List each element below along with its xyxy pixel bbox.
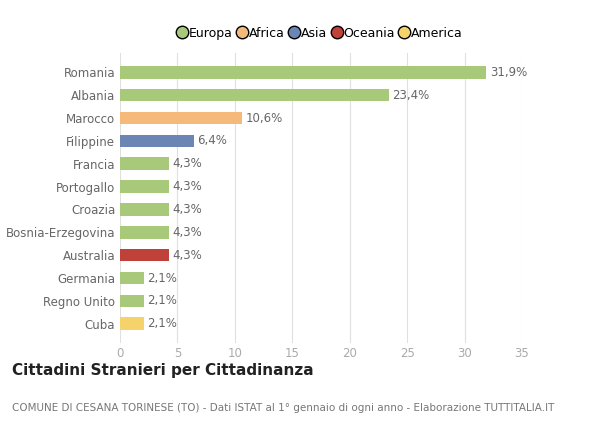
Text: 2,1%: 2,1% — [148, 317, 178, 330]
Bar — [120, 89, 389, 102]
Bar — [120, 249, 169, 261]
Bar — [120, 294, 144, 307]
Bar — [120, 203, 169, 216]
Bar — [120, 317, 144, 330]
Text: 4,3%: 4,3% — [173, 226, 203, 239]
Text: 4,3%: 4,3% — [173, 203, 203, 216]
Bar — [120, 272, 144, 284]
Bar — [120, 158, 169, 170]
Text: 31,9%: 31,9% — [490, 66, 527, 79]
Text: 4,3%: 4,3% — [173, 249, 203, 262]
Text: 4,3%: 4,3% — [173, 180, 203, 193]
Text: COMUNE DI CESANA TORINESE (TO) - Dati ISTAT al 1° gennaio di ogni anno - Elabora: COMUNE DI CESANA TORINESE (TO) - Dati IS… — [12, 403, 554, 413]
Text: 2,1%: 2,1% — [148, 271, 178, 285]
Text: 6,4%: 6,4% — [197, 134, 227, 147]
Bar — [120, 112, 242, 124]
Bar — [120, 226, 169, 238]
Text: 23,4%: 23,4% — [392, 88, 430, 102]
Text: 2,1%: 2,1% — [148, 294, 178, 308]
Text: Cittadini Stranieri per Cittadinanza: Cittadini Stranieri per Cittadinanza — [12, 363, 314, 378]
Text: 4,3%: 4,3% — [173, 157, 203, 170]
Bar — [120, 135, 194, 147]
Legend: Europa, Africa, Asia, Oceania, America: Europa, Africa, Asia, Oceania, America — [176, 24, 466, 42]
Bar — [120, 180, 169, 193]
Text: 10,6%: 10,6% — [245, 111, 283, 125]
Bar — [120, 66, 487, 79]
